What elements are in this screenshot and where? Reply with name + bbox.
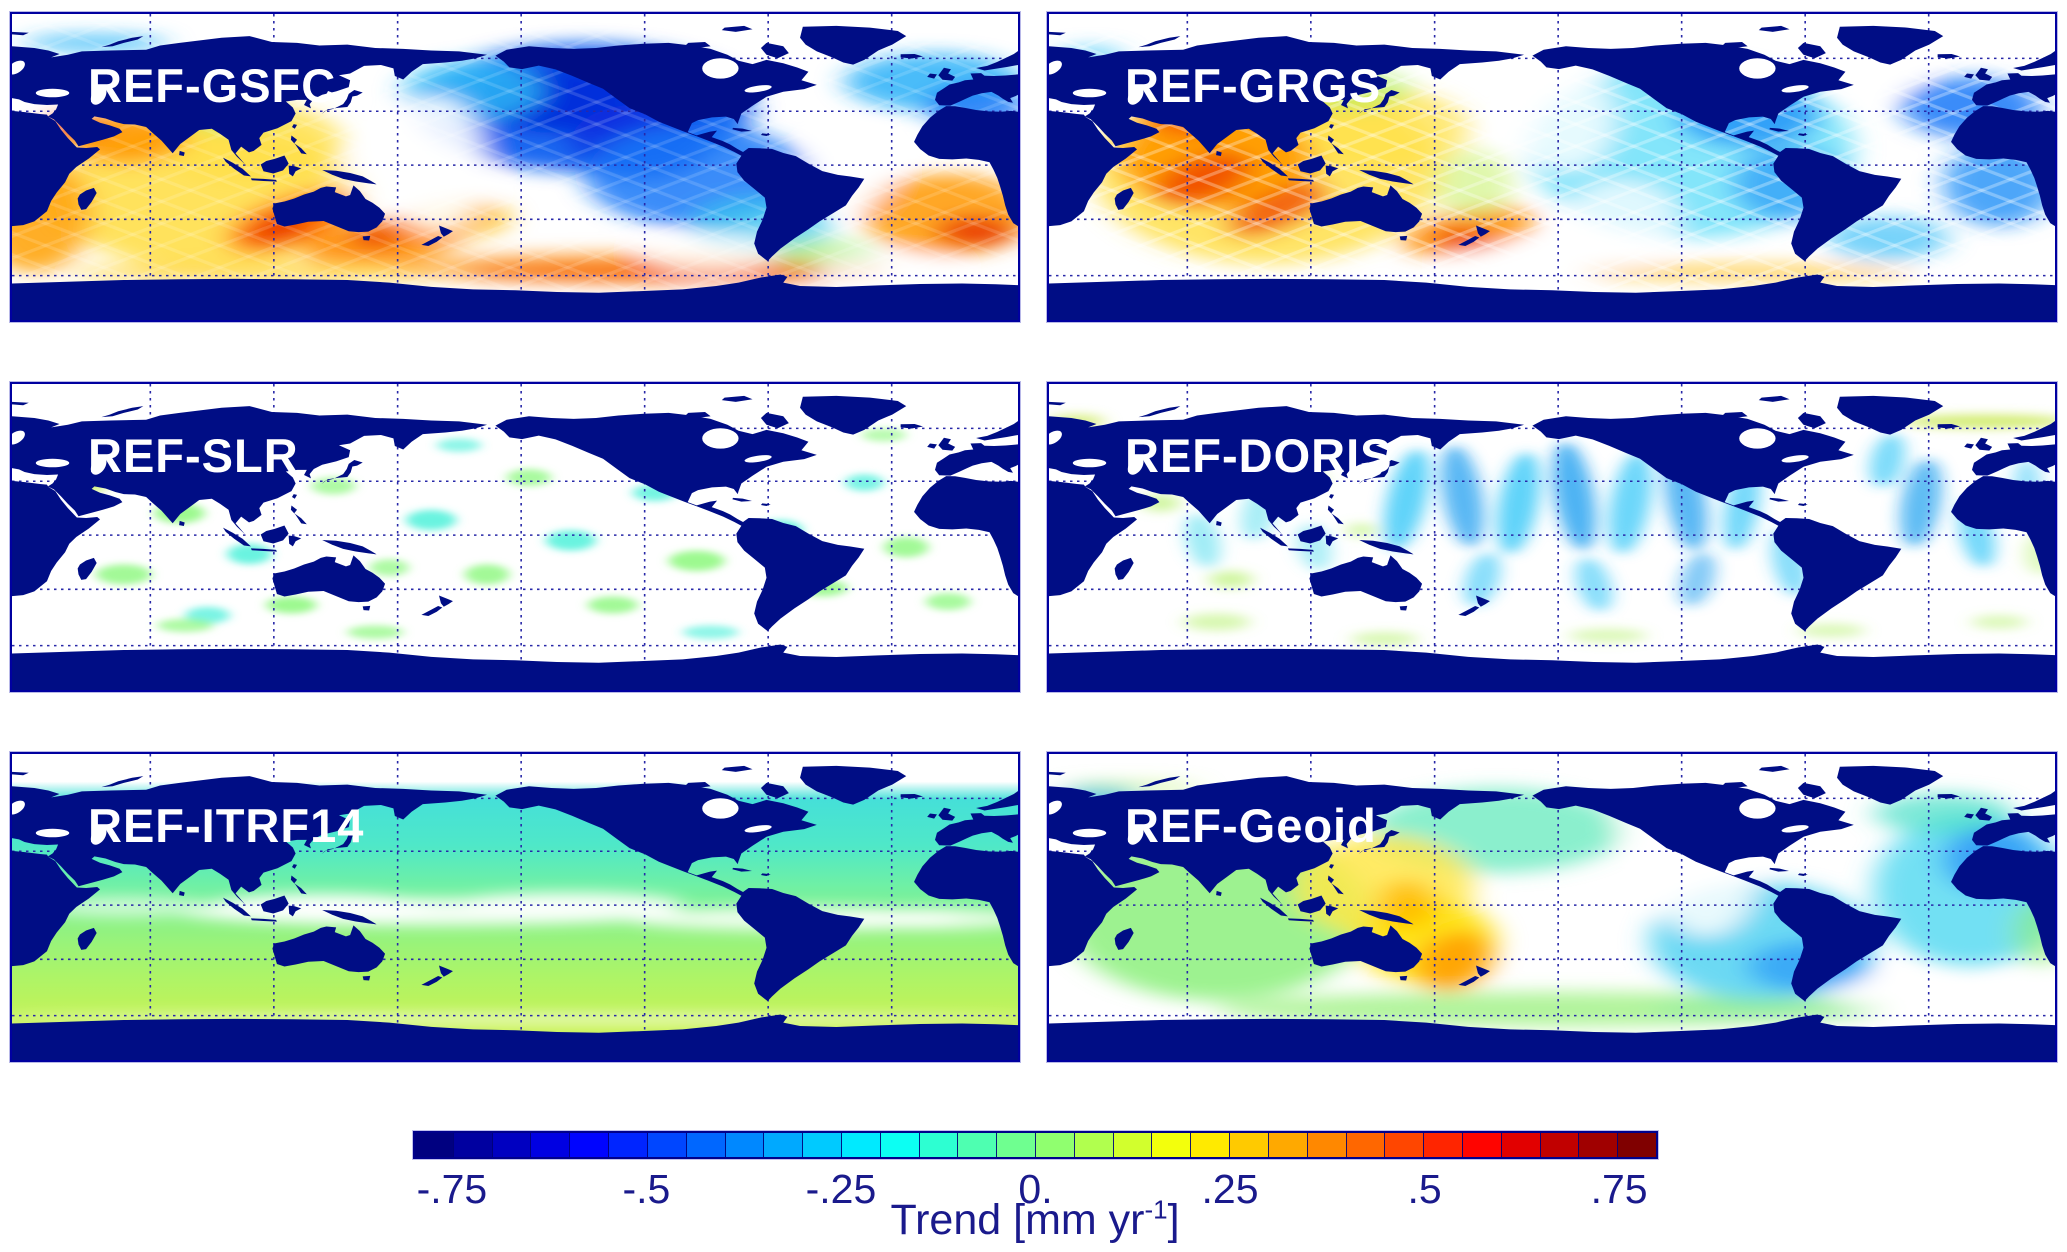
map-panel-ref-grgs: REF-GRGS [1047, 12, 2057, 322]
colorbar-segment [764, 1133, 804, 1157]
colorbar-tick-label: -.25 [805, 1166, 877, 1212]
panel-label: REF-GRGS [1125, 59, 1382, 112]
world-map [12, 754, 1018, 1060]
landmass [1049, 25, 2055, 320]
landmass [12, 395, 1018, 690]
colorbar-segment [1462, 1133, 1502, 1157]
colorbar [413, 1131, 1658, 1159]
map-panel-ref-doris: REF-DORIS [1047, 382, 2057, 692]
map-panel-ref-itrf14: REF-ITRF14 [10, 752, 1020, 1062]
colorbar-segment [1501, 1133, 1541, 1157]
panel-label: REF-DORIS [1125, 429, 1393, 482]
panel-label: REF-Geoid [1125, 799, 1377, 852]
colorbar-tick-label: -.5 [622, 1166, 671, 1212]
colorbar-segment [1036, 1133, 1075, 1157]
map-panel-ref-gsfc: REF-GSFC [10, 12, 1020, 322]
landmass [1049, 395, 2055, 690]
colorbar-tick-label: -.75 [416, 1166, 488, 1212]
colorbar-segment [919, 1133, 959, 1157]
colorbar-tick-label: 0. [1018, 1166, 1053, 1212]
colorbar-segment [415, 1133, 454, 1157]
colorbar-segment [1074, 1133, 1114, 1157]
colorbar-segment [1230, 1133, 1269, 1157]
colorbar-segment [1579, 1133, 1619, 1157]
colorbar-segment [880, 1133, 920, 1157]
colorbar-segment [453, 1133, 493, 1157]
colorbar-segment [1191, 1133, 1231, 1157]
landmass [12, 765, 1018, 1060]
map-panel-ref-slr: REF-SLR [10, 382, 1020, 692]
world-map [1049, 14, 2055, 320]
map-panel-ref-geoid: REF-Geoid [1047, 752, 2057, 1062]
landmass [1049, 765, 2055, 1060]
colorbar-segment [1540, 1133, 1580, 1157]
panel-label: REF-GSFC [88, 59, 337, 112]
colorbar-segment [841, 1133, 881, 1157]
colorbar-segment [492, 1133, 532, 1157]
colorbar-segment [570, 1133, 610, 1157]
colorbar-segment [1152, 1133, 1192, 1157]
colorbar-segment [609, 1133, 648, 1157]
colorbar-segment [1346, 1133, 1386, 1157]
world-map [1049, 384, 2055, 690]
landmass [12, 25, 1018, 320]
colorbar-segment [1307, 1133, 1347, 1157]
world-map [1049, 754, 2055, 1060]
colorbar-segment [997, 1133, 1036, 1157]
colorbar-segment [803, 1133, 842, 1157]
colorbar-segment [1618, 1133, 1656, 1157]
colorbar-segment [1424, 1133, 1463, 1157]
colorbar-segment [647, 1133, 687, 1157]
colorbar-tick-label: .25 [1201, 1166, 1259, 1212]
panel-label: REF-SLR [88, 429, 299, 482]
colorbar-segment [1268, 1133, 1308, 1157]
panel-label: REF-ITRF14 [88, 799, 365, 852]
colorbar-segment [725, 1133, 765, 1157]
world-map [12, 384, 1018, 690]
colorbar-segment [1113, 1133, 1153, 1157]
colorbar-segment [686, 1133, 726, 1157]
colorbar-segment [531, 1133, 571, 1157]
colorbar-tick-label: .5 [1407, 1166, 1442, 1212]
colorbar-segment [958, 1133, 998, 1157]
colorbar-tick-label: .75 [1590, 1166, 1648, 1212]
world-map [12, 14, 1018, 320]
colorbar-segment [1385, 1133, 1425, 1157]
colorbar-axis-label: Trend [mm yr-1] [890, 1194, 1180, 1244]
